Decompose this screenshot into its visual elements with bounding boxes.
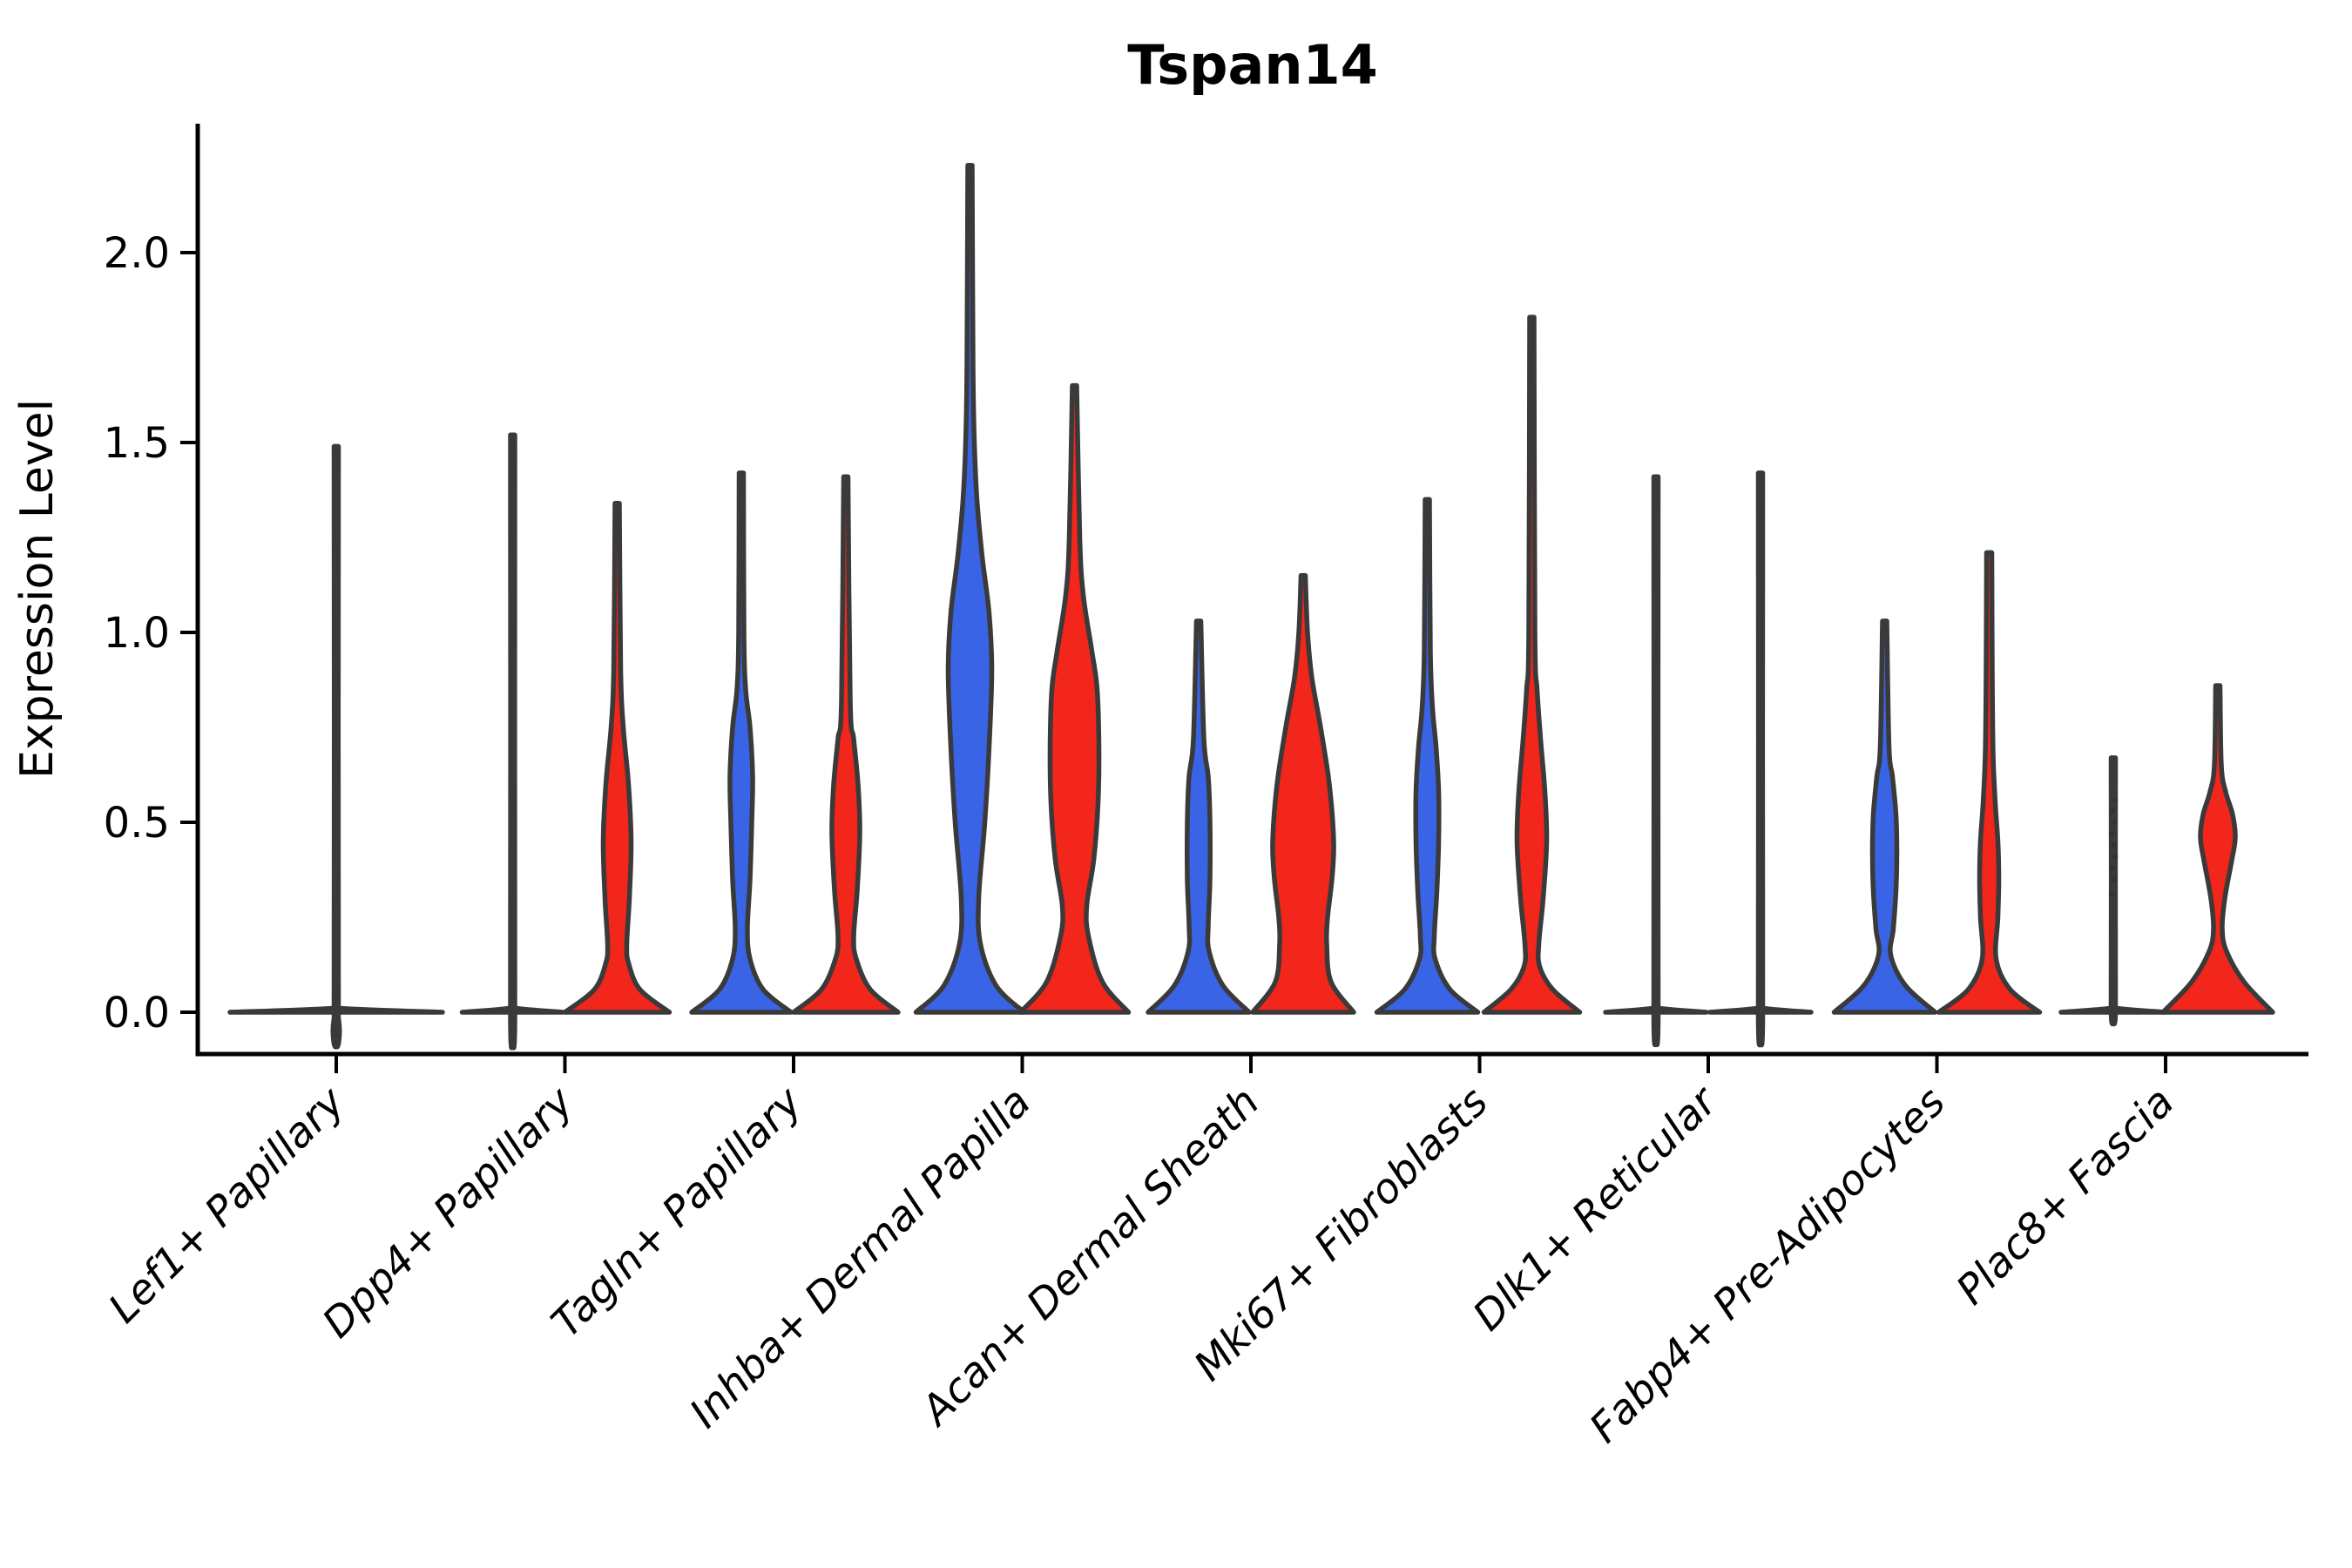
axes: 0.0 0.5 1.0 1.5 2.0 [104,124,2308,1073]
violin-red-dlk1-reticular [1707,470,1814,1048]
violins [227,162,2275,1051]
x-tick-label: Plac8+ Fascia [1947,1078,2183,1315]
expression-point [2108,830,2115,837]
y-tick-label: 0.5 [104,799,170,848]
expression-point [2111,876,2118,882]
y-tick-label: 0.0 [104,989,170,1037]
violin-blue-inhba-dermal-papilla [913,162,1027,1015]
violin-red-tagln-papillary [791,474,901,1015]
violin-blue-tagln-papillary [689,470,794,1015]
violin-blue-mki67-fibroblasts [1374,497,1481,1015]
y-tick-label: 1.5 [104,419,170,468]
expression-point [2109,808,2116,814]
violin-single-lef1-papillary [227,443,445,1050]
expression-point [2111,819,2118,826]
y-axis-label: Expression Level [11,399,64,779]
violin-blue-plac8-fascia [2058,755,2168,1027]
x-tick-label: Tagln+ Papillary [543,1078,813,1348]
violin-red-mki67-fibroblasts [1481,314,1583,1015]
plot-title: Tspan14 [1127,33,1378,97]
expression-point [2109,865,2116,871]
violin-blue-dpp4-papillary [459,432,566,1051]
x-tick-label: Dpp4+ Papillary [314,1078,584,1348]
expression-point [2112,854,2119,860]
x-tick-label: Dlk1+ Reticular [1464,1077,1728,1341]
violin-red-plac8-fascia [2160,683,2275,1015]
y-tick-label: 2.0 [104,229,170,278]
violin-blue-dlk1-reticular [1603,474,1709,1048]
violin-blue-fabp4-pre-adipocytes [1831,618,1938,1015]
violin-red-fabp4-pre-adipocytes [1936,550,2043,1015]
expression-point [2112,796,2119,803]
violin-blue-acan-dermal-sheath [1146,618,1252,1015]
x-tick-label: Lef1+ Papillary [99,1078,355,1333]
violin-red-dpp4-papillary [562,501,672,1015]
expression-point [2108,891,2115,898]
violin-red-inhba-dermal-papilla [1017,382,1132,1015]
y-tick-label: 1.0 [104,609,170,658]
violin-red-acan-dermal-sheath [1250,572,1356,1015]
expression-point [2110,841,2117,848]
